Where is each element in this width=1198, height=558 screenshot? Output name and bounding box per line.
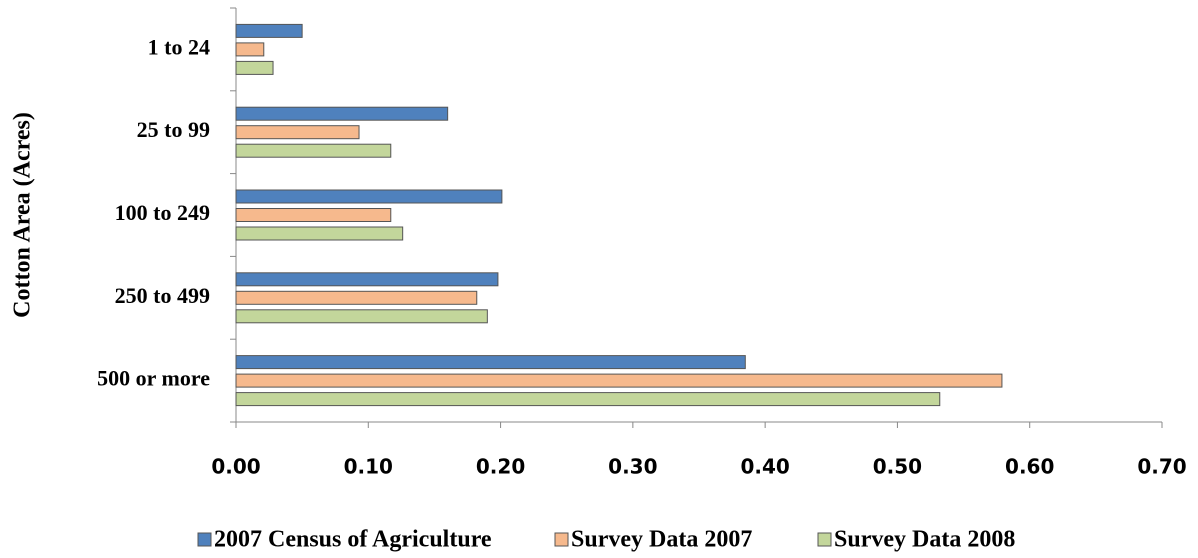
bar: [235, 355, 746, 370]
bar: [235, 106, 449, 121]
legend-label: Survey Data 2008: [834, 527, 1015, 553]
y-tick-label: 250 to 499: [115, 283, 210, 308]
x-tick-label: 0.60: [1005, 455, 1054, 479]
bar: [235, 60, 274, 75]
legend-swatch: [554, 532, 569, 547]
bar: [235, 42, 265, 57]
bar: [235, 143, 392, 158]
bar: [235, 272, 499, 287]
y-tick-label: 1 to 24: [148, 34, 210, 59]
bar: [235, 189, 503, 204]
x-tick-label: 0.20: [476, 455, 525, 479]
x-tick-label: 0.10: [344, 455, 393, 479]
legend-swatch: [197, 532, 212, 547]
bar: [235, 373, 1003, 388]
y-tick-label: 25 to 99: [137, 117, 210, 142]
y-tick-label: 500 or more: [97, 366, 210, 391]
bar: [235, 226, 404, 241]
x-tick-label: 0.00: [211, 455, 260, 479]
x-tick-label: 0.40: [740, 455, 789, 479]
y-axis-label: Cotton Area (Acres): [10, 112, 36, 318]
bar: [235, 23, 303, 38]
bar: [235, 392, 941, 407]
bar: [235, 290, 478, 305]
x-tick-label: 0.50: [873, 455, 922, 479]
x-tick-label: 0.70: [1137, 455, 1186, 479]
y-tick-label: 100 to 249: [115, 200, 210, 225]
legend-label: 2007 Census of Agriculture: [214, 527, 492, 553]
bar: [235, 125, 360, 140]
bar: [235, 309, 488, 324]
bar: [235, 208, 392, 222]
x-tick-label: 0.30: [608, 455, 657, 479]
legend-swatch: [817, 532, 832, 547]
legend-label: Survey Data 2007: [571, 527, 752, 553]
